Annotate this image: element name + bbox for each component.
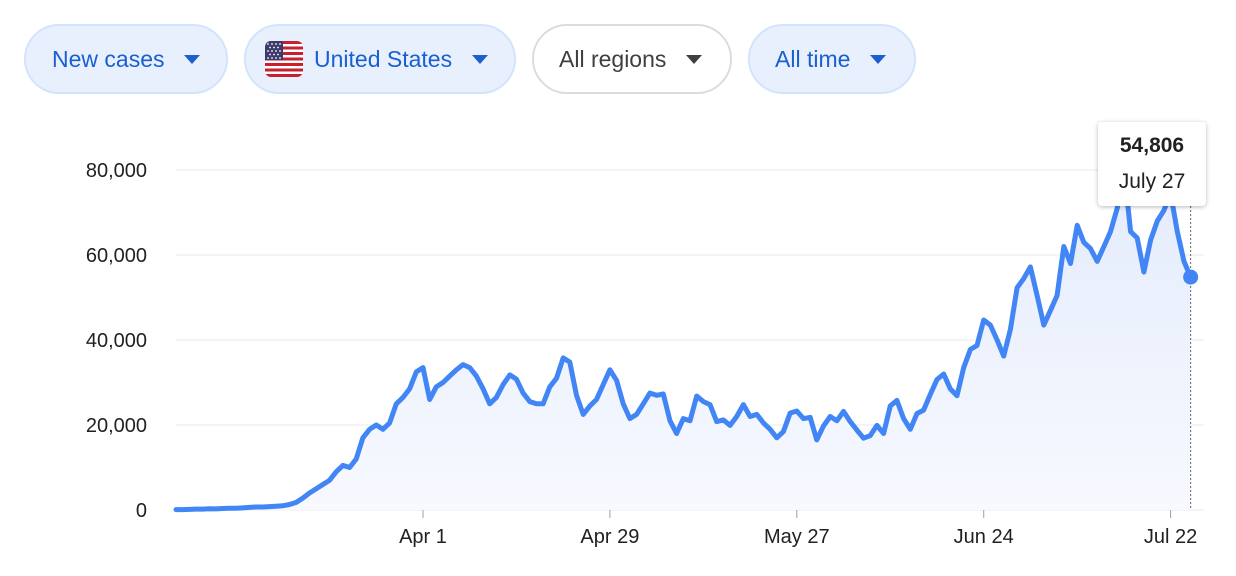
time-range-dropdown[interactable]: All time <box>748 24 916 94</box>
x-tick-label: Apr 29 <box>580 526 639 548</box>
us-flag-icon <box>265 40 303 78</box>
chevron-down-icon <box>686 54 703 64</box>
y-tick-label: 0 <box>136 500 147 522</box>
x-tick-label: May 27 <box>764 526 830 548</box>
x-tick-label: Apr 1 <box>399 526 447 548</box>
y-tick-label: 80,000 <box>86 160 147 182</box>
y-tick-label: 60,000 <box>86 245 147 267</box>
metric-dropdown[interactable]: New cases <box>24 24 228 94</box>
chevron-down-icon <box>870 54 887 64</box>
time-range-dropdown-label: All time <box>775 45 851 72</box>
chevron-down-icon <box>184 54 201 64</box>
cases-area <box>176 167 1191 510</box>
tooltip-date: July 27 <box>1118 170 1186 193</box>
metric-dropdown-label: New cases <box>52 45 165 72</box>
chart-tooltip: 54,806 July 27 <box>1098 122 1206 206</box>
region-dropdown-label: All regions <box>559 45 667 72</box>
cases-line <box>173 165 1194 513</box>
y-tick-label: 40,000 <box>86 330 147 352</box>
x-tick-label: Jun 24 <box>954 526 1014 548</box>
country-dropdown[interactable]: United States <box>244 24 516 94</box>
hover-point <box>1183 269 1199 285</box>
region-dropdown[interactable]: All regions <box>532 24 732 94</box>
chevron-down-icon <box>472 54 489 64</box>
y-tick-label: 20,000 <box>86 415 147 437</box>
x-tick-label: Jul 22 <box>1144 526 1197 548</box>
country-dropdown-label: United States <box>314 45 453 72</box>
tooltip-value: 54,806 <box>1119 134 1185 157</box>
